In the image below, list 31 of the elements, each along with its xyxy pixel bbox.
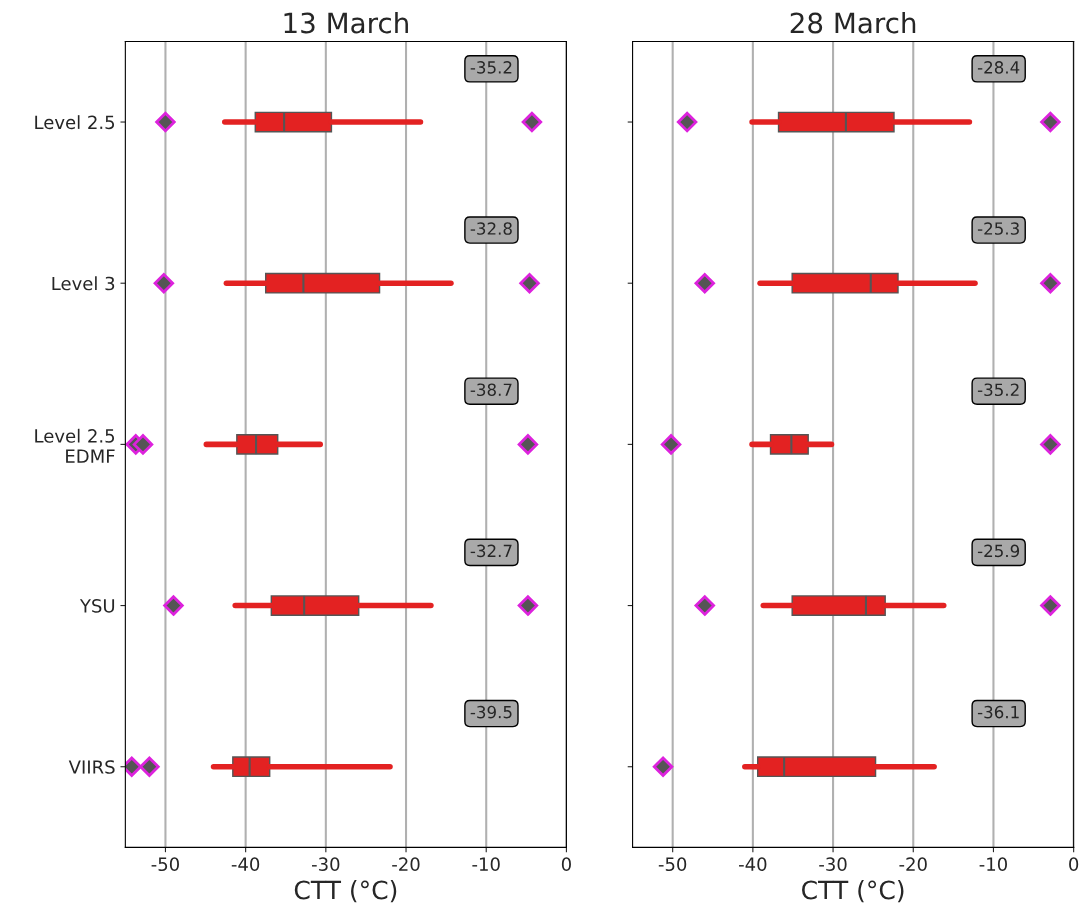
annotation: -38.7	[470, 383, 512, 397]
annotation: -28.4	[977, 61, 1020, 74]
y-tick-label: YSU	[79, 599, 115, 613]
x-tick-label: -40	[231, 857, 260, 872]
x-tick-label: 0	[561, 857, 571, 872]
x-tick-label: -20	[392, 857, 420, 872]
annotation: -25.9	[977, 544, 1020, 558]
annotation: -36.1	[977, 705, 1019, 719]
x-tick-label: -30	[819, 857, 847, 872]
x-tick-label: -10	[472, 857, 500, 872]
x-axis-title: CTT (°C)	[294, 880, 397, 903]
x-tick-label: -20	[899, 857, 927, 872]
chart-title: 28 March	[790, 12, 916, 34]
annotation: -39.5	[470, 705, 512, 719]
x-tick-label: -30	[311, 857, 340, 872]
x-tick-label: -50	[151, 857, 179, 872]
chart-title: 13 March	[284, 12, 408, 34]
annotation: -35.2	[470, 61, 512, 74]
annotation: -32.8	[470, 222, 512, 235]
x-tick-label: 0	[1069, 857, 1079, 872]
x-tick-label: -10	[979, 857, 1007, 872]
y-tick-label: Level 2.5	[35, 115, 115, 130]
y-tick-label: Level 2.5 EDMF	[35, 428, 115, 463]
x-tick-label: -40	[739, 857, 767, 872]
annotation: -35.2	[977, 383, 1019, 397]
annotation: -32.7	[470, 544, 512, 558]
annotation: -25.3	[977, 222, 1019, 235]
y-tick-label: VIIRS	[68, 760, 115, 774]
x-tick-label: -50	[658, 857, 687, 872]
x-axis-title: CTT (°C)	[802, 880, 904, 903]
y-tick-label: Level 3	[52, 276, 115, 291]
